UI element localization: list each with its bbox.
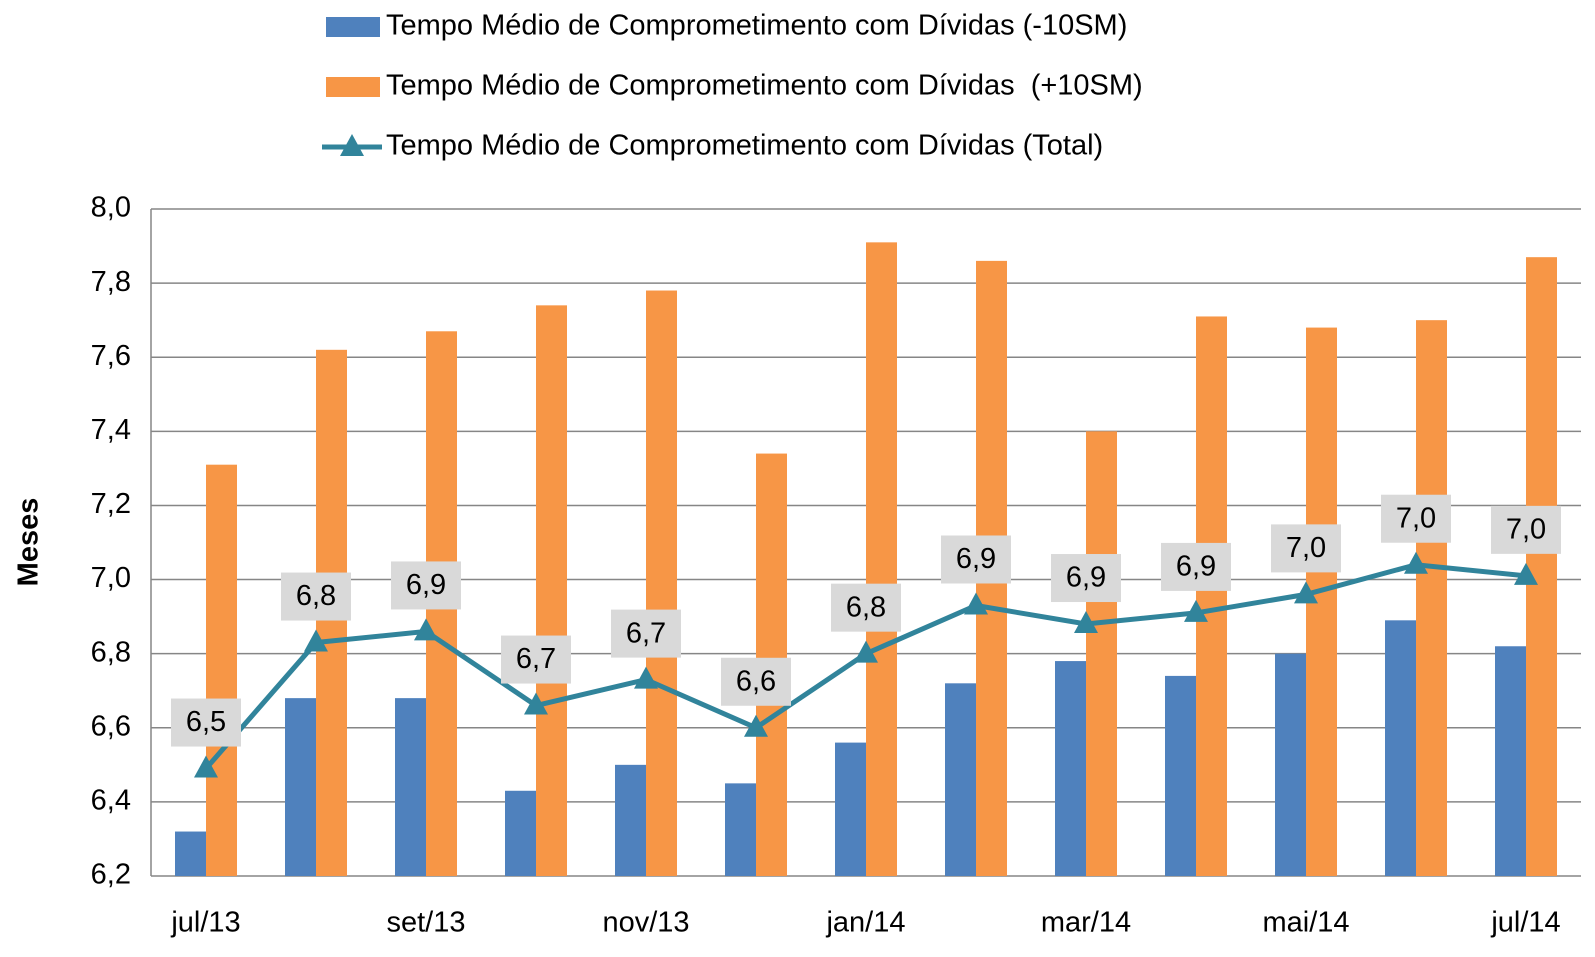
data-label: 6,7	[516, 643, 556, 675]
legend-swatch	[326, 77, 380, 97]
y-tick-label: 7,6	[91, 340, 131, 372]
marker	[414, 618, 438, 641]
y-tick-label: 7,0	[91, 562, 131, 594]
bar	[1495, 646, 1526, 876]
y-tick-label: 8,0	[91, 192, 131, 224]
bar	[835, 742, 866, 876]
marker	[1074, 611, 1098, 634]
bar	[866, 242, 897, 877]
data-label: 7,0	[1286, 532, 1326, 564]
y-tick-label: 6,4	[91, 785, 131, 817]
legend-swatch	[326, 17, 380, 37]
bar	[536, 305, 567, 876]
bar	[206, 464, 237, 876]
x-tick-label: jul/14	[1490, 907, 1560, 939]
x-tick-label: nov/13	[602, 907, 689, 939]
bar	[1086, 431, 1117, 876]
bar	[285, 698, 316, 876]
marker	[964, 592, 988, 615]
marker	[1294, 581, 1318, 604]
legend-label: Tempo Médio de Comprometimento com Dívid…	[386, 70, 1143, 102]
data-label-box	[1491, 505, 1561, 554]
data-label-box	[1271, 524, 1341, 573]
bar	[1526, 257, 1557, 876]
marker	[1404, 551, 1428, 574]
bar	[1416, 320, 1447, 877]
data-label-box	[1161, 542, 1231, 591]
bar	[1275, 653, 1306, 876]
data-label: 6,5	[186, 706, 226, 738]
bar	[725, 783, 756, 876]
data-label: 6,9	[1176, 551, 1216, 583]
legend-label: Tempo Médio de Comprometimento com Dívid…	[386, 10, 1127, 42]
data-label-box	[941, 535, 1011, 584]
y-axis-title: Meses	[13, 498, 45, 587]
bar	[615, 764, 646, 876]
x-tick-label: set/13	[387, 907, 466, 939]
data-label-box	[1381, 494, 1451, 543]
bar	[175, 831, 206, 876]
y-tick-label: 6,2	[91, 859, 131, 891]
y-tick-label: 6,8	[91, 636, 131, 668]
marker	[1184, 599, 1208, 622]
data-label: 7,0	[1396, 502, 1436, 534]
bar	[1385, 620, 1416, 876]
bar	[1165, 675, 1196, 876]
data-label-box	[281, 572, 351, 621]
x-tick-label: mar/14	[1041, 907, 1131, 939]
y-tick-label: 6,6	[91, 710, 131, 742]
data-label: 6,6	[736, 665, 776, 697]
bar	[1196, 316, 1227, 876]
bar	[1055, 661, 1086, 876]
marker	[194, 755, 218, 778]
data-label-box	[501, 635, 571, 684]
data-label-box	[611, 609, 681, 658]
data-label-box	[721, 657, 791, 706]
data-label: 6,8	[296, 580, 336, 612]
marker	[1514, 562, 1538, 585]
data-label: 6,9	[406, 569, 446, 601]
bar	[945, 683, 976, 876]
legend-label: Tempo Médio de Comprometimento com Dívid…	[386, 130, 1103, 162]
marker	[744, 714, 768, 737]
marker	[854, 640, 878, 663]
data-label: 6,7	[626, 617, 666, 649]
y-tick-label: 7,2	[91, 488, 131, 520]
data-label: 7,0	[1506, 514, 1546, 546]
bar	[505, 790, 536, 876]
marker	[304, 629, 328, 652]
marker	[634, 666, 658, 689]
data-label: 6,9	[956, 543, 996, 575]
x-tick-label: jan/14	[825, 907, 905, 939]
x-tick-label: jul/13	[170, 907, 240, 939]
data-label: 6,9	[1066, 562, 1106, 594]
data-label: 6,8	[846, 591, 886, 623]
data-label-box	[171, 698, 241, 747]
y-tick-label: 7,8	[91, 266, 131, 298]
bar	[646, 290, 677, 876]
data-label-box	[391, 561, 461, 610]
data-label-box	[831, 583, 901, 632]
x-tick-label: mai/14	[1262, 907, 1349, 939]
bar	[395, 698, 426, 876]
marker	[524, 692, 548, 715]
data-label-box	[1051, 554, 1121, 603]
legend-marker	[340, 134, 364, 156]
y-tick-label: 7,4	[91, 414, 131, 446]
